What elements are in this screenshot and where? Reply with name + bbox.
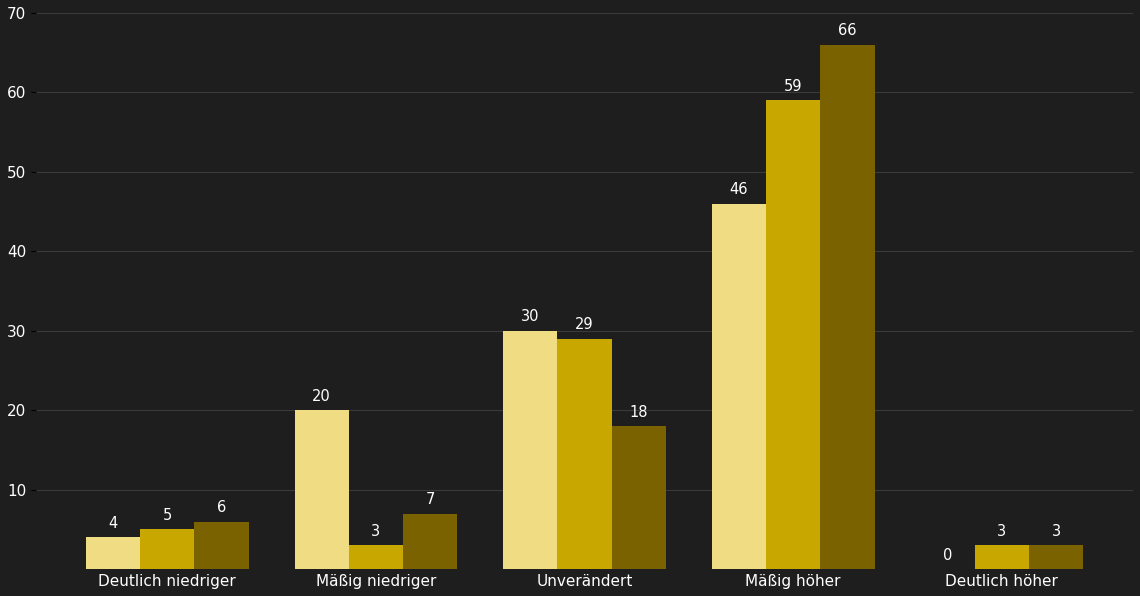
Bar	[557, 339, 612, 569]
Bar	[711, 204, 766, 569]
Bar	[766, 100, 821, 569]
Text: 5: 5	[163, 508, 172, 523]
Bar	[1029, 545, 1083, 569]
Bar	[140, 529, 195, 569]
Text: 4: 4	[108, 516, 117, 531]
Text: 18: 18	[629, 405, 648, 420]
Text: 6: 6	[217, 500, 226, 515]
Bar	[349, 545, 404, 569]
Text: 46: 46	[730, 182, 748, 197]
Text: 3: 3	[372, 524, 381, 539]
Text: 66: 66	[838, 23, 856, 38]
Bar	[294, 410, 349, 569]
Text: 0: 0	[943, 548, 952, 563]
Text: 3: 3	[998, 524, 1007, 539]
Text: 3: 3	[1051, 524, 1060, 539]
Bar	[975, 545, 1029, 569]
Text: 30: 30	[521, 309, 539, 324]
Bar	[821, 45, 874, 569]
Bar	[86, 538, 140, 569]
Bar	[612, 426, 666, 569]
Bar	[195, 522, 249, 569]
Bar	[404, 514, 457, 569]
Bar	[503, 331, 557, 569]
Text: 7: 7	[425, 492, 434, 507]
Text: 59: 59	[784, 79, 803, 94]
Text: 20: 20	[312, 389, 331, 404]
Text: 29: 29	[576, 318, 594, 333]
